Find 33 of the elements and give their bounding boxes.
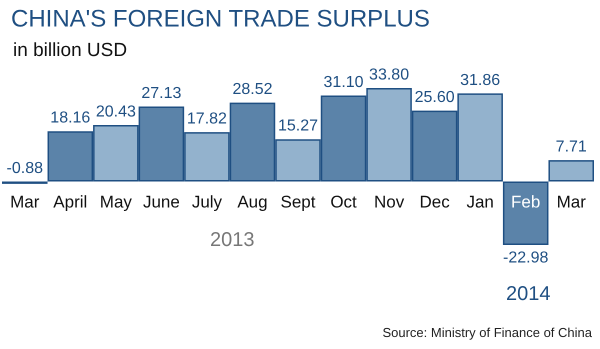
x-tick-label: Oct: [330, 192, 358, 212]
x-tick-label: Nov: [374, 192, 405, 212]
x-tick-label: June: [142, 192, 180, 212]
x-tick-label: Jan: [466, 192, 494, 212]
data-label: 33.80: [369, 66, 410, 84]
text: 2014: [506, 283, 550, 305]
source-note: Source: Ministry of Finance of China: [382, 325, 593, 340]
x-tick-label: Dec: [420, 192, 450, 212]
x-tick-label: Sept: [280, 192, 316, 212]
chart-title: CHINA'S FOREIGN TRADE SURPLUS: [11, 6, 430, 32]
x-tick-label: Mar: [10, 192, 40, 212]
annotation: 2013: [210, 229, 254, 251]
data-label: 31.10: [324, 74, 364, 91]
data-label: 7.71: [556, 138, 587, 156]
data-label: -0.88: [6, 160, 44, 177]
bar: [548, 160, 594, 182]
data-label: 17.82: [186, 110, 228, 128]
data-label: 28.52: [232, 81, 273, 98]
data-label: 20.43: [96, 103, 136, 120]
x-tick-label: April: [53, 192, 88, 212]
data-label: 25.60: [414, 89, 455, 106]
data-label: -22.98: [503, 250, 548, 266]
x-tick-label: Feb: [511, 192, 540, 212]
data-label: 15.27: [278, 118, 318, 135]
data-label: 27.13: [141, 84, 182, 102]
data-label: 31.86: [460, 72, 500, 89]
x-tick-label: May: [100, 192, 132, 212]
bar: [502, 181, 548, 245]
x-tick-label: July: [192, 192, 223, 212]
chart-subtitle: in billion USD: [13, 40, 128, 61]
x-tick-label: Aug: [237, 192, 268, 212]
data-label: 18.16: [50, 110, 90, 127]
x-tick-label: Mar: [556, 192, 586, 212]
